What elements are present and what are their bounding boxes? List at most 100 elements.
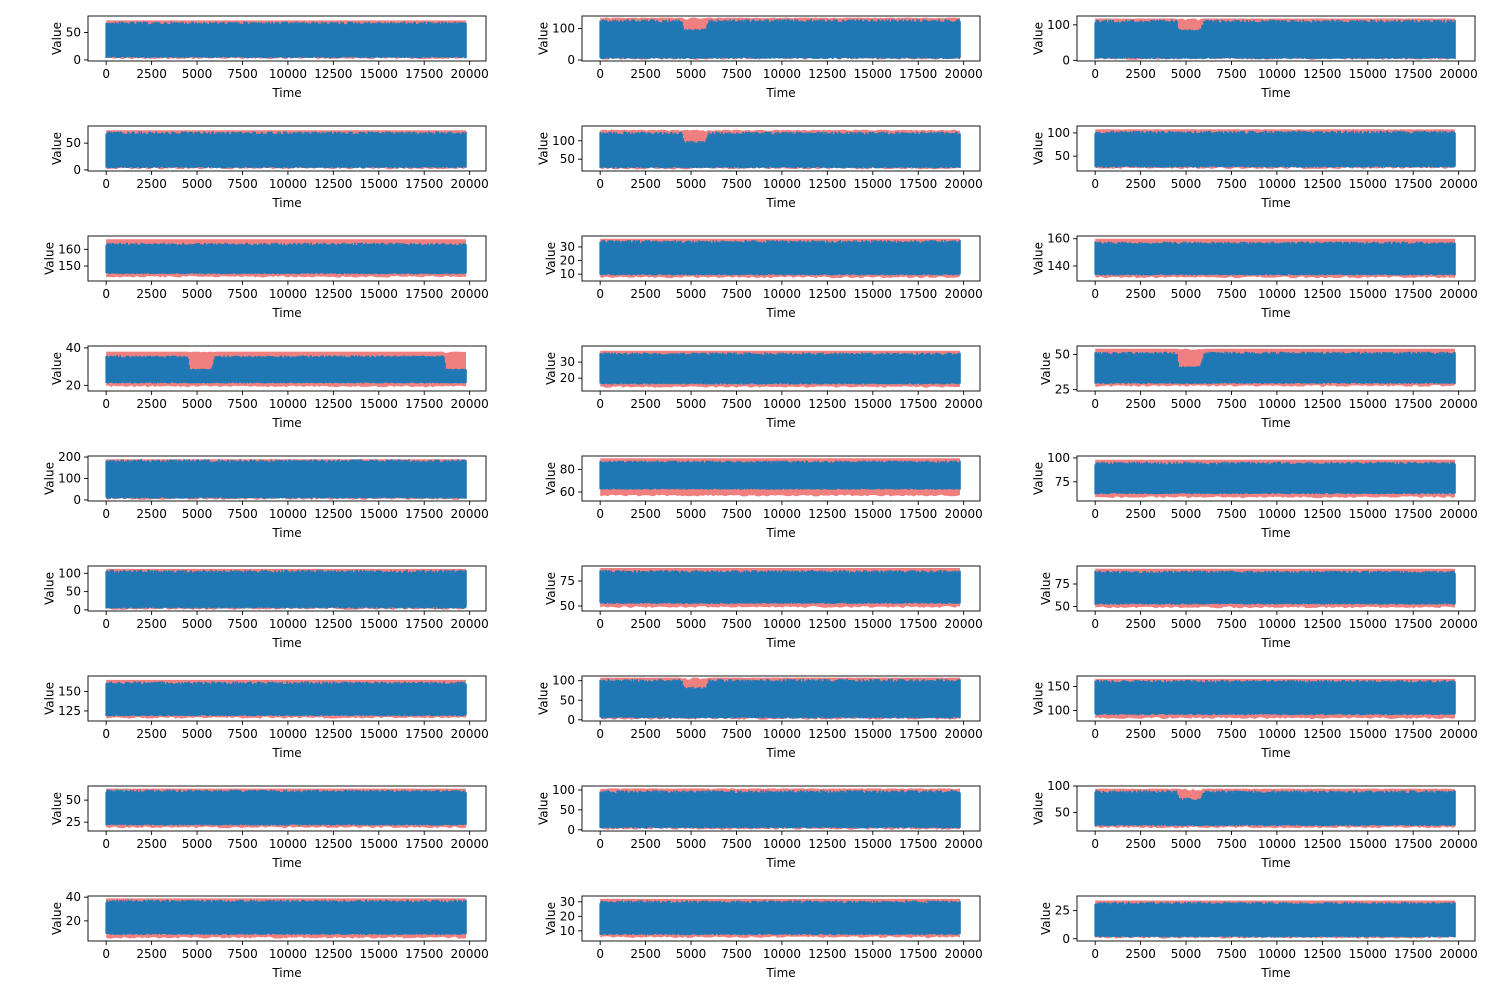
x-tick-label: 15000 [360,837,398,851]
x-tick-label: 7500 [1216,507,1247,521]
x-tick-label: 17500 [899,947,937,961]
series-line-5-2 [599,460,961,490]
x-tick-label: 0 [102,177,110,191]
x-tick-label: 2500 [136,67,167,81]
x-tick-label: 20000 [1440,507,1478,521]
x-tick-label: 2500 [136,507,167,521]
y-tick-label: 100 [58,566,81,580]
subplot-3-3: 0 2500 5000 7500 10000 12500 15000 17500 20000 14… [1032,232,1478,320]
y-axis-label: Value [43,682,57,715]
x-tick-label: 17500 [899,837,937,851]
x-tick-label: 7500 [721,727,752,741]
x-tick-label: 20000 [451,67,489,81]
subplot-5-2: 0 2500 5000 7500 10000 12500 15000 17500 20000 60… [544,455,983,540]
axes-frame [1076,345,1476,392]
x-tick-label: 7500 [721,507,752,521]
x-tick-label: 5000 [1171,67,1202,81]
subplot-7-3: 0 2500 5000 7500 10000 12500 15000 17500 20000 10… [1032,675,1478,760]
y-axis-label: Value [544,902,558,935]
y-tick-label: 100 [58,472,81,486]
x-tick-label: 20000 [945,727,983,741]
x-tick-label: 12500 [314,177,352,191]
y-axis-label: Value [1032,242,1046,275]
series-line-7-3 [1094,679,1456,716]
y-axis-label: Value [43,462,57,495]
x-tick-label: 15000 [854,947,892,961]
x-tick-label: 20000 [945,67,983,81]
x-tick-label: 20000 [451,177,489,191]
x-tick-label: 7500 [227,617,258,631]
x-tick-label: 10000 [1258,947,1296,961]
y-axis-label: Value [50,352,64,385]
x-tick-label: 12500 [1303,397,1341,411]
x-tick-label: 12500 [314,617,352,631]
x-tick-label: 5000 [1171,617,1202,631]
subplot-7-2: 0 2500 5000 7500 10000 12500 15000 17500 20000 0 5… [537,674,983,760]
x-tick-label: 2500 [136,287,167,301]
x-tick-label: 17500 [1394,177,1432,191]
x-tick-label: 2500 [630,287,661,301]
series-line-5-1 [105,459,467,499]
x-tick-label: 15000 [1349,507,1387,521]
x-tick-label: 7500 [1216,837,1247,851]
axes-frame [1076,785,1476,832]
x-tick-label: 7500 [1216,727,1247,741]
y-tick-label: 0 [567,823,575,837]
x-axis-label: Time [271,526,301,540]
subplot-5-3: 0 2500 5000 7500 10000 12500 15000 17500 20000 75… [1032,451,1478,540]
y-axis-label: Value [537,792,551,825]
x-tick-label: 2500 [136,837,167,851]
x-tick-label: 20000 [1440,727,1478,741]
x-tick-label: 2500 [136,727,167,741]
y-tick-label: 100 [552,674,575,688]
series-line-9-3 [1094,901,1456,938]
x-tick-label: 7500 [1216,397,1247,411]
series-line-2-1 [105,131,467,169]
x-tick-label: 17500 [1394,507,1432,521]
x-tick-label: 5000 [676,507,707,521]
x-tick-label: 7500 [721,287,752,301]
axes-frame [581,125,981,172]
x-tick-label: 5000 [676,837,707,851]
x-tick-label: 7500 [721,617,752,631]
x-tick-label: 0 [102,617,110,631]
x-tick-label: 20000 [451,947,489,961]
x-axis-label: Time [765,746,795,760]
y-tick-label: 50 [560,803,575,817]
axes-frame [87,895,487,942]
x-tick-label: 15000 [1349,397,1387,411]
x-tick-label: 5000 [182,397,213,411]
axes-frame [581,565,981,612]
y-tick-label: 20 [560,371,575,385]
y-tick-label: 100 [1047,703,1070,717]
axes-frame [87,125,487,172]
x-tick-label: 2500 [630,837,661,851]
y-tick-label: 80 [560,463,575,477]
x-tick-label: 12500 [808,617,846,631]
x-tick-label: 17500 [899,67,937,81]
x-axis-label: Time [1260,416,1290,430]
subplot-4-2: 0 2500 5000 7500 10000 12500 15000 17500 20000 20… [544,345,983,430]
x-tick-label: 17500 [899,287,937,301]
y-axis-label: Value [1032,132,1046,165]
y-tick-label: 60 [560,485,575,499]
x-tick-label: 20000 [1440,617,1478,631]
x-tick-label: 0 [1091,177,1099,191]
x-tick-label: 15000 [854,617,892,631]
y-tick-label: 20 [560,254,575,268]
series-line-7-2 [599,678,961,719]
x-tick-label: 0 [102,727,110,741]
x-tick-label: 15000 [1349,617,1387,631]
x-tick-label: 2500 [1125,947,1156,961]
x-tick-label: 17500 [1394,727,1432,741]
x-tick-label: 7500 [721,397,752,411]
x-tick-label: 15000 [360,727,398,741]
subplot-8-2: 0 2500 5000 7500 10000 12500 15000 17500 20000 0 5… [537,783,983,870]
x-axis-label: Time [271,86,301,100]
series-line-2-3 [1094,130,1456,168]
x-tick-label: 0 [596,287,604,301]
series-line-6-1 [105,569,467,609]
y-axis-label: Value [544,352,558,385]
x-tick-label: 2500 [630,177,661,191]
x-tick-label: 0 [102,67,110,81]
